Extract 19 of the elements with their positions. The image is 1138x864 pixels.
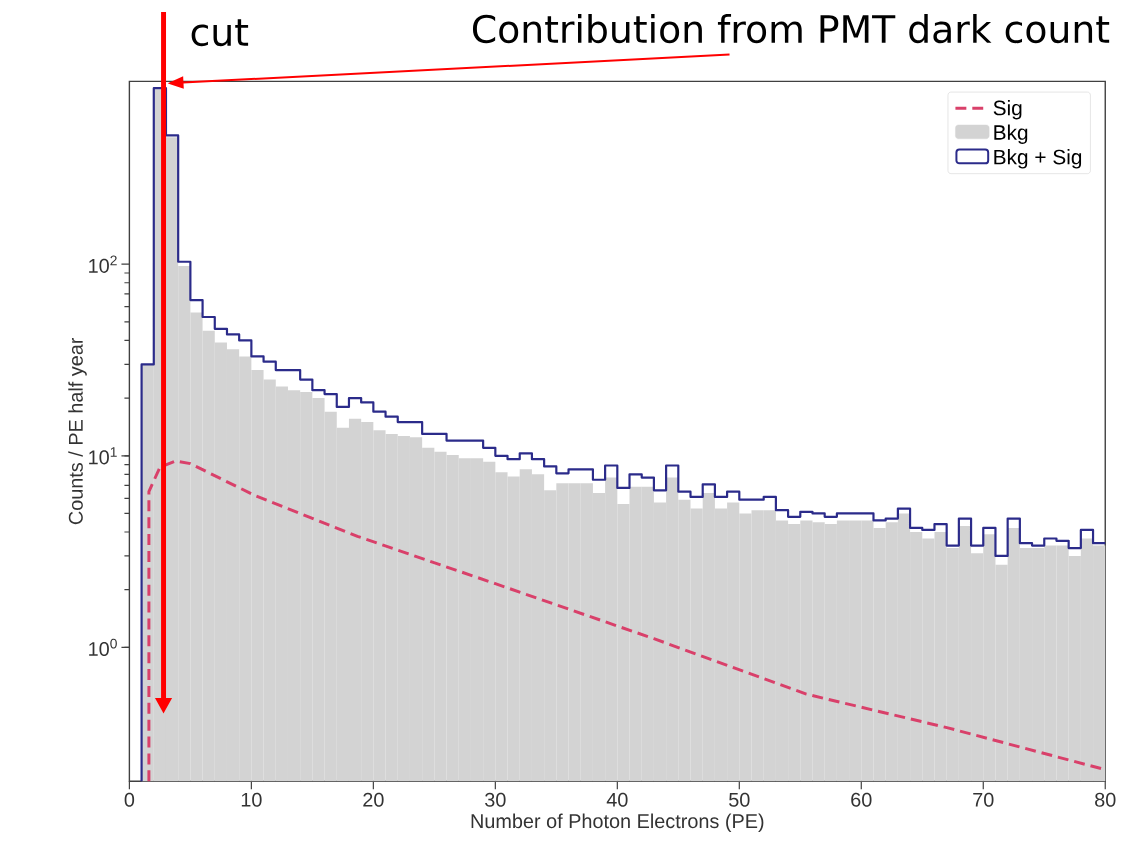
x-tick-label: 30	[485, 792, 506, 807]
y-tick-label: 10$^{2}$	[89, 255, 117, 274]
x-tick-label: 70	[973, 792, 994, 807]
x-tick-label: 50	[729, 792, 750, 807]
x-tick-label: 60	[851, 792, 872, 807]
x-axis-title: Number of Photon Electrons (PE)	[471, 813, 764, 833]
legend-label: Sig	[993, 100, 1022, 120]
x-tick-label: 80	[1095, 792, 1116, 807]
y-axis-title: Counts / PE half year	[68, 338, 87, 525]
y-tick-label: 10$^{1}$	[89, 447, 117, 465]
text: Contribution from PMT dark count	[472, 14, 1110, 44]
legend-label: Bkg + Sig	[994, 149, 1082, 169]
legend-label: Bkg	[994, 124, 1028, 145]
x-tick-label: 40	[606, 792, 628, 807]
x-tick-label: 0	[124, 792, 135, 807]
x-tick-label: 10	[241, 792, 262, 807]
y-tick-label: 10$^{0}$	[89, 638, 117, 657]
ref-line-label: cut	[191, 19, 249, 47]
x-tick-label: 20	[363, 792, 384, 807]
